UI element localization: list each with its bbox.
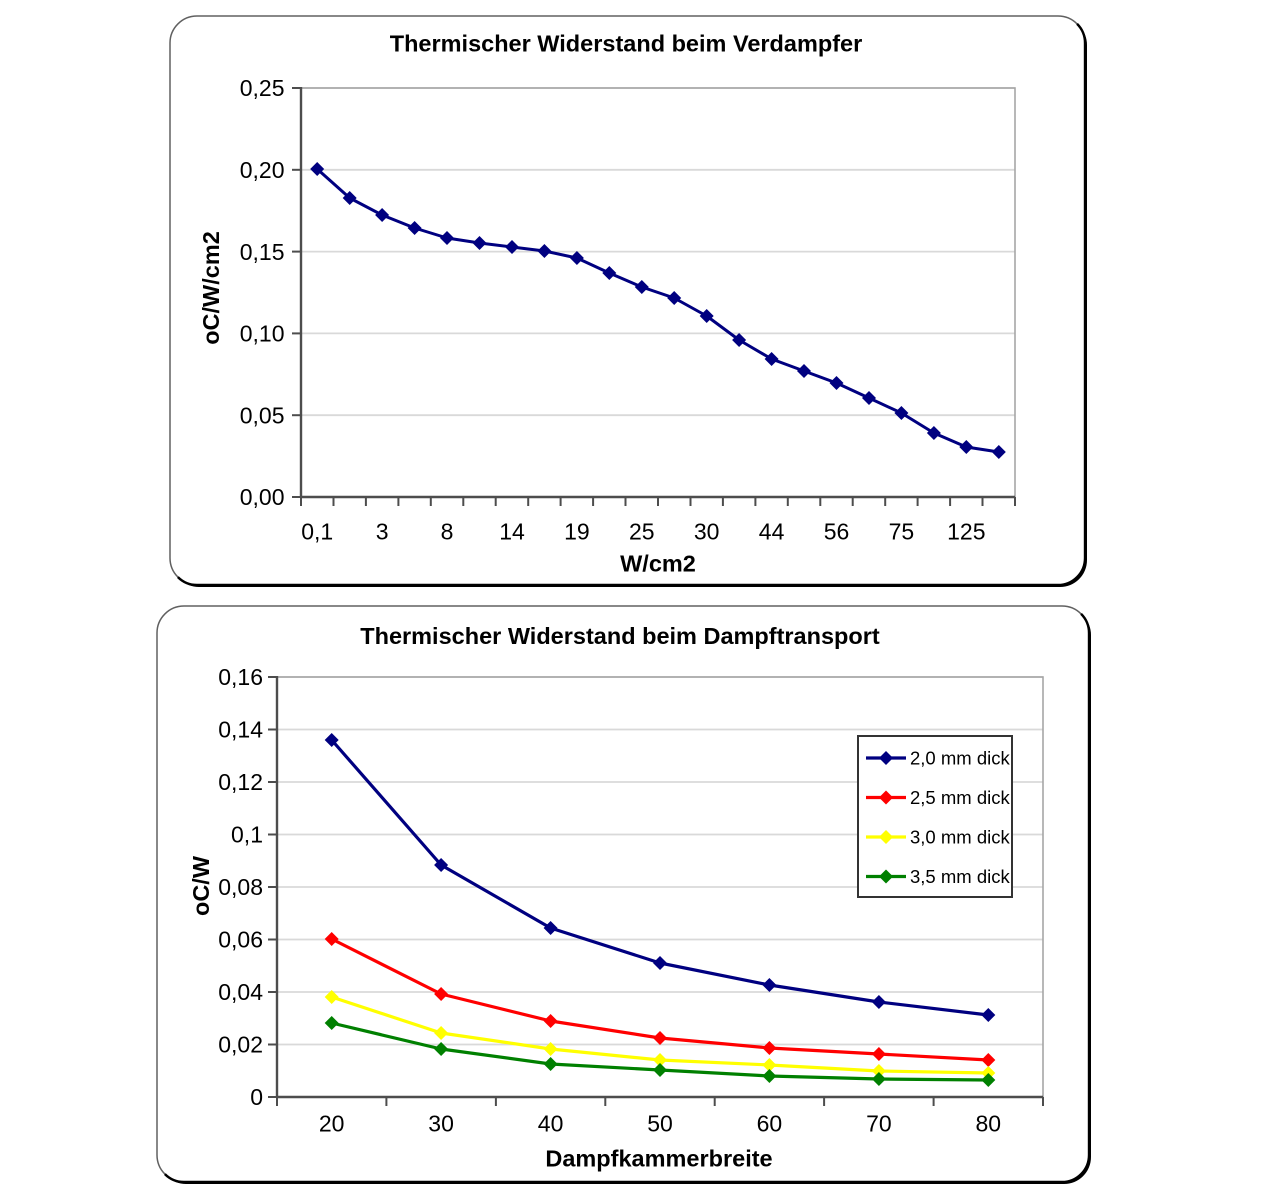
svg-text:30: 30 (428, 1111, 454, 1137)
svg-text:0,20: 0,20 (240, 157, 285, 183)
svg-text:0,10: 0,10 (240, 321, 285, 347)
svg-text:0,25: 0,25 (240, 75, 285, 101)
svg-text:25: 25 (629, 519, 655, 545)
svg-text:2,5 mm dick: 2,5 mm dick (910, 787, 1010, 808)
svg-text:0,08: 0,08 (218, 874, 263, 900)
svg-text:0,15: 0,15 (240, 239, 285, 265)
svg-text:oC/W: oC/W (188, 855, 214, 916)
svg-text:19: 19 (564, 519, 590, 545)
svg-text:0,00: 0,00 (240, 484, 285, 510)
svg-text:70: 70 (866, 1111, 892, 1137)
svg-text:14: 14 (499, 519, 525, 545)
svg-text:3,0 mm dick: 3,0 mm dick (910, 827, 1010, 848)
svg-text:0,05: 0,05 (240, 402, 285, 428)
svg-text:56: 56 (824, 519, 850, 545)
svg-text:Dampfkammerbreite: Dampfkammerbreite (545, 1146, 772, 1172)
svg-text:3: 3 (376, 519, 389, 545)
svg-text:40: 40 (538, 1111, 564, 1137)
svg-text:oC/W/cm2: oC/W/cm2 (198, 231, 224, 345)
svg-text:3,5 mm dick: 3,5 mm dick (910, 866, 1010, 887)
svg-text:2,0 mm dick: 2,0 mm dick (910, 748, 1010, 769)
svg-text:20: 20 (319, 1111, 345, 1137)
svg-text:30: 30 (694, 519, 720, 545)
svg-text:0,02: 0,02 (218, 1032, 263, 1058)
svg-text:44: 44 (759, 519, 785, 545)
svg-text:60: 60 (757, 1111, 783, 1137)
svg-text:0,14: 0,14 (218, 717, 263, 743)
svg-text:125: 125 (947, 519, 985, 545)
svg-text:80: 80 (976, 1111, 1002, 1137)
svg-text:W/cm2: W/cm2 (620, 551, 696, 577)
svg-text:0,16: 0,16 (218, 664, 263, 690)
svg-text:0: 0 (250, 1084, 263, 1110)
svg-text:0,06: 0,06 (218, 927, 263, 953)
svg-text:0,12: 0,12 (218, 769, 263, 795)
svg-text:75: 75 (889, 519, 915, 545)
svg-text:50: 50 (647, 1111, 673, 1137)
svg-text:0,04: 0,04 (218, 979, 263, 1005)
svg-text:0,1: 0,1 (231, 822, 263, 848)
svg-text:0,1: 0,1 (301, 519, 333, 545)
svg-text:Thermischer Widerstand beim Ve: Thermischer Widerstand beim Verdampfer (390, 31, 863, 57)
svg-text:8: 8 (441, 519, 454, 545)
svg-text:Thermischer Widerstand beim Da: Thermischer Widerstand beim Dampftranspo… (360, 623, 880, 649)
